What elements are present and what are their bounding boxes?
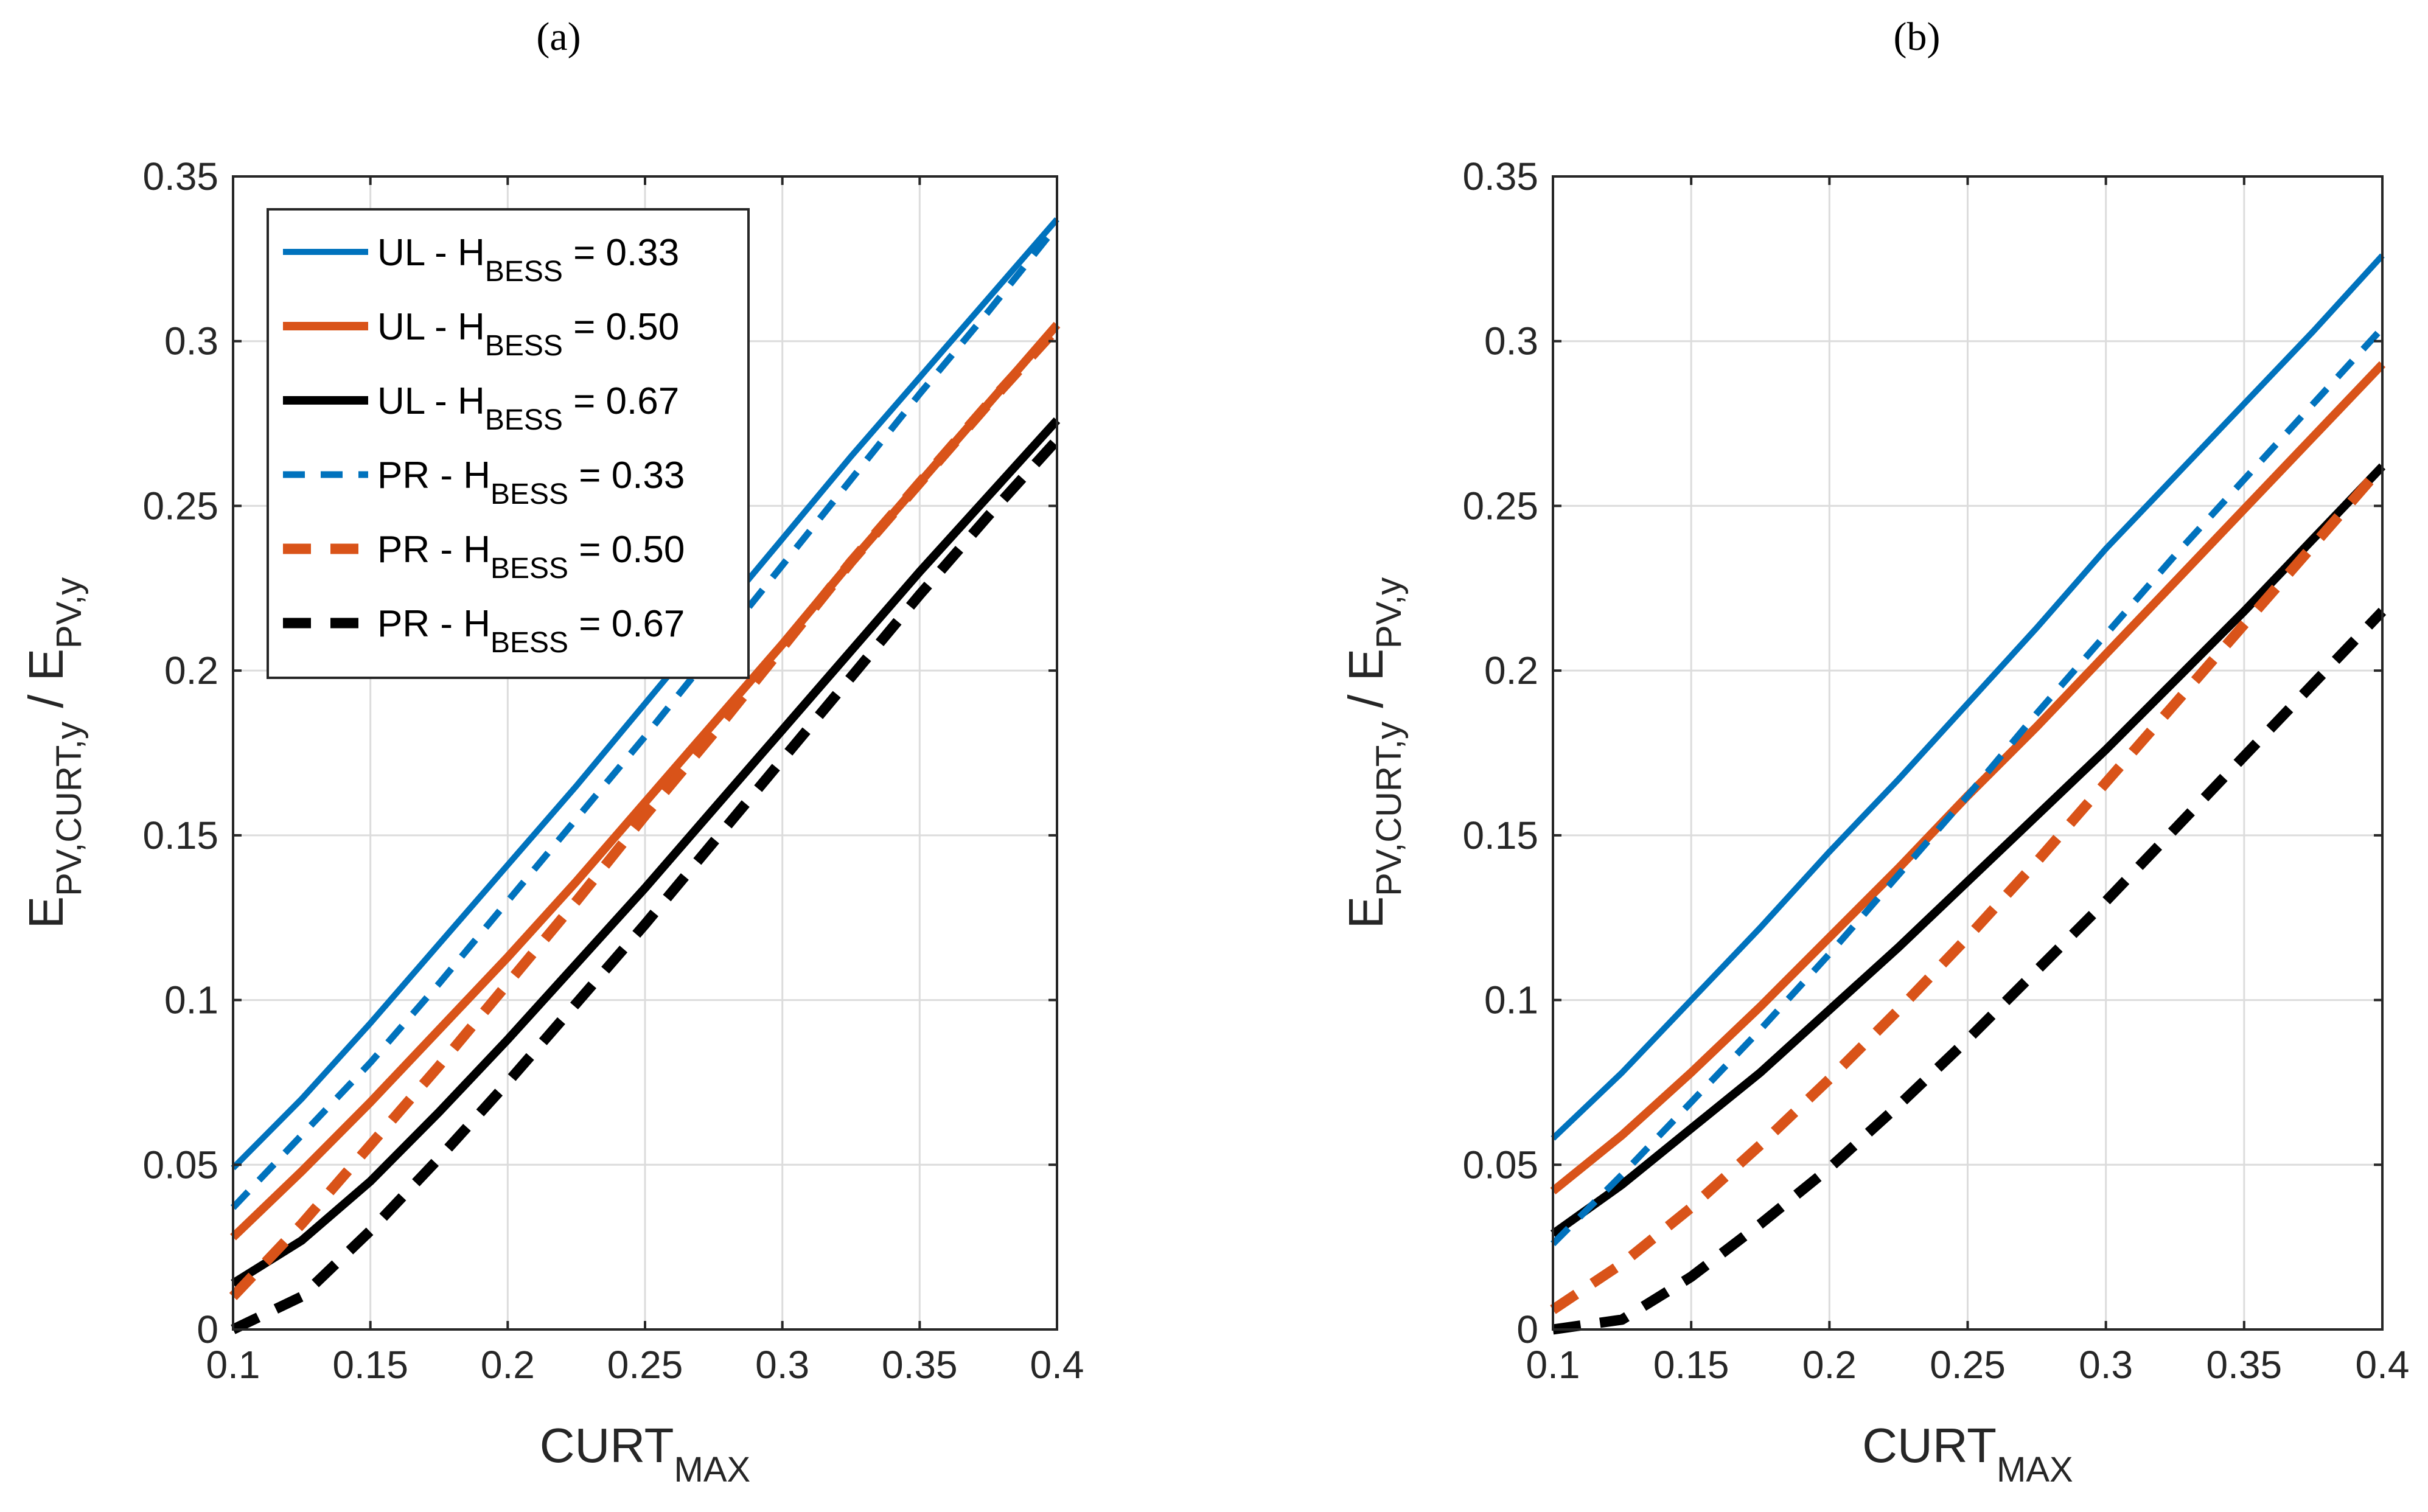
y-tick-label: 0 (197, 1308, 218, 1351)
x-axis-title-main: CURT (540, 1418, 674, 1472)
x-tick-label: 0.4 (2356, 1343, 2410, 1387)
legend-entry-label: UL - HBESS = 0.67 (377, 380, 679, 436)
legend-text-part: UL - H (377, 380, 485, 422)
y-tick-label: 0.3 (1484, 319, 1538, 363)
series-line-pr-067 (1552, 607, 2387, 1335)
x-tick-label: 0.25 (1930, 1343, 2006, 1387)
legend-text-part: BESS (485, 404, 563, 436)
legend-entry-label: PR - HBESS = 0.33 (377, 455, 685, 510)
x-axis-title-sub: MAX (1997, 1450, 2073, 1489)
chart-panel-a: (a) 0.1 0.15 0.2 0.25 0.3 0.35 0.4 0 0.05 0.1 0.15 0… (19, 15, 1084, 1489)
y-tick-label: 0.05 (142, 1143, 218, 1186)
legend-box (267, 208, 750, 679)
panel-label: (a) (536, 15, 581, 59)
x-tick-label: 0.1 (206, 1343, 260, 1387)
y-tick-label: 0.15 (142, 813, 218, 857)
series-line-pr-050 (229, 324, 1061, 1300)
panel-label: (b) (1894, 15, 1941, 59)
legend-text-part: BESS (490, 627, 568, 659)
x-tick-label: 0.4 (1030, 1343, 1084, 1387)
x-tick-label: 0.2 (1802, 1343, 1857, 1387)
legend-text-part: = 0.50 (563, 306, 679, 348)
series-line-pr-033 (231, 223, 1060, 1210)
y-axis-title-part: PV,y (49, 577, 89, 649)
legend-text-part: PR - H (377, 603, 490, 645)
series-line-ul-067 (231, 417, 1061, 1287)
legend-entry-label: PR - HBESS = 0.67 (377, 603, 685, 659)
legend-text-part: BESS (490, 552, 568, 585)
series-line-pr-050 (1550, 462, 2387, 1314)
legend-text-part: PR - H (377, 529, 490, 571)
y-axis-title-part: PV,y (1369, 577, 1409, 649)
x-tick-label: 0.2 (481, 1343, 535, 1387)
x-tick-label: 0.3 (2079, 1343, 2133, 1387)
y-tick-label: 0.1 (1484, 978, 1538, 1022)
y-axis-title: EPV,CURT,y / EPV,y (1339, 577, 1409, 928)
series-group (1550, 253, 2387, 1335)
legend-text-part: UL - H (377, 306, 485, 348)
y-tick-label: 0.1 (164, 978, 218, 1022)
x-tick-label: 0.15 (332, 1343, 408, 1387)
x-axis-title-main: CURT (1862, 1418, 1997, 1472)
y-tick-label: 0.25 (1462, 484, 1538, 528)
legend-text-part: BESS (490, 478, 568, 510)
x-axis-title: CURTMAX (1862, 1418, 2073, 1489)
y-axis-title-part: E (1339, 896, 1393, 928)
y-axis-title-part: / E (1339, 649, 1393, 722)
y-axis-title-part: / E (19, 649, 73, 722)
legend-entry-label: UL - HBESS = 0.33 (377, 232, 679, 288)
y-axis-title-part: PV,CURT,y (1369, 722, 1409, 896)
legend-entry-label: UL - HBESS = 0.50 (377, 306, 679, 362)
series-group (229, 217, 1061, 1334)
legend-text-part: = 0.33 (563, 232, 679, 274)
y-tick-label: 0.25 (142, 484, 218, 528)
y-tick-label: 0.2 (1484, 649, 1538, 692)
grid-lines (1552, 175, 2384, 1331)
series-line-ul-033 (1551, 253, 2385, 1141)
y-axis-title-part: PV,CURT,y (49, 722, 89, 896)
legend-entry-label: PR - HBESS = 0.50 (377, 529, 685, 585)
legend-text-part: = 0.67 (568, 603, 685, 645)
y-tick-label: 0 (1516, 1308, 1538, 1351)
y-tick-label: 0.15 (1462, 813, 1538, 857)
series-line-ul-067 (1550, 463, 2386, 1238)
legend-text-part: = 0.33 (568, 455, 685, 496)
x-tick-label: 0.25 (607, 1343, 683, 1387)
legend-text-part: UL - H (377, 232, 485, 274)
y-tick-label: 0.35 (142, 155, 218, 198)
chart-panel-b: (b) 0.1 0.15 0.2 0.25 0.3 0.35 0.4 0 0.05 0.1 0.15 0… (1339, 15, 2409, 1489)
legend-text-part: = 0.50 (568, 529, 685, 571)
series-line-pr-033 (1551, 326, 2385, 1247)
series-line-pr-067 (231, 436, 1061, 1334)
legend-text-part: PR - H (377, 455, 490, 496)
x-tick-label: 0.15 (1653, 1343, 1729, 1387)
x-tick-label: 0.35 (2206, 1343, 2283, 1387)
series-line-ul-033 (231, 217, 1059, 1171)
legend-text-part: BESS (485, 330, 563, 362)
y-tick-label: 0.35 (1462, 155, 1538, 198)
y-tick-label: 0.05 (1462, 1143, 1538, 1186)
x-tick-label: 0.3 (755, 1343, 809, 1387)
legend-text-part: BESS (485, 256, 563, 288)
y-tick-label: 0.3 (164, 319, 218, 363)
y-axis-title-part: E (19, 896, 73, 928)
y-tick-label: 0.2 (164, 649, 218, 692)
x-tick-label: 0.35 (882, 1343, 958, 1387)
x-axis-title: CURTMAX (540, 1418, 750, 1489)
legend-text-part: = 0.67 (563, 380, 679, 422)
x-axis-title-sub: MAX (674, 1450, 751, 1489)
x-tick-label: 0.1 (1526, 1343, 1580, 1387)
y-axis-title: EPV,CURT,y / EPV,y (19, 577, 89, 928)
